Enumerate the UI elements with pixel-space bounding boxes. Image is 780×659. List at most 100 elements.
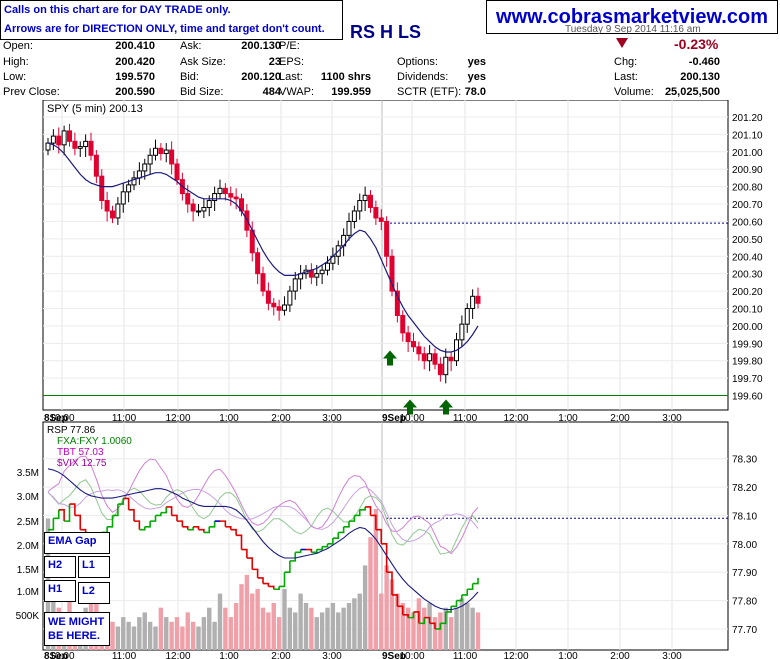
candle-body (265, 290, 271, 304)
volume-bar (443, 607, 448, 650)
rsp-step (252, 568, 259, 578)
volume-bar (233, 603, 239, 650)
rsp-step (58, 508, 65, 522)
quote-value: 484 (262, 86, 281, 98)
volume-bar (185, 612, 190, 650)
y-tick-label: 77.80 (732, 597, 757, 608)
candle-body (400, 314, 406, 334)
rsp-step (461, 589, 469, 596)
volume-bar (201, 617, 207, 650)
y-tick-label: 200.90 (732, 165, 763, 176)
candle-body (292, 278, 298, 292)
volume-bar (373, 509, 379, 650)
volume-bar (282, 588, 287, 650)
rsp-step (381, 543, 388, 573)
quote-value: -0.460 (688, 56, 720, 68)
quote-label: VWAP: (279, 86, 315, 98)
rsp-step (246, 557, 254, 570)
rsp-step (311, 549, 318, 554)
volume-bar (212, 621, 217, 650)
y-tick-label: 200.40 (732, 252, 763, 263)
candle-body (185, 193, 191, 205)
price-candles (43, 123, 728, 415)
quote-value: yes (467, 56, 486, 68)
volume-bar (250, 593, 255, 650)
rsp-indicator (45, 455, 728, 650)
candle-body (282, 304, 287, 311)
volume-bar (422, 607, 427, 650)
candle-body (319, 269, 325, 275)
rsp-step (117, 498, 125, 505)
volume-tick-label: 1.5M (17, 565, 39, 576)
volume-bar (384, 565, 389, 650)
moving-average-line (47, 142, 479, 353)
volume-bar (405, 607, 411, 650)
down-triangle-icon (616, 38, 628, 48)
x-tick-label: 10:00 (49, 413, 74, 424)
candle-body (432, 353, 438, 365)
rsp-step (397, 605, 404, 615)
candle-body (271, 302, 277, 308)
volume-bar (454, 607, 459, 650)
candle-body (77, 146, 83, 149)
candle-body (88, 140, 94, 156)
volume-bar (147, 621, 153, 650)
candle-body (260, 273, 266, 292)
rsp-step (316, 546, 323, 551)
candle-body (99, 175, 105, 202)
volume-bar (131, 626, 137, 650)
y-tick-label: 77.90 (732, 568, 757, 579)
website-banner[interactable]: www.cobrasmarketview.com (486, 0, 778, 34)
x-tick-label: 3:00 (662, 413, 682, 424)
volume-bar (379, 593, 384, 650)
volume-tick-label: 3.5M (17, 468, 39, 479)
candle-body (362, 194, 368, 202)
l2-box: L2 (78, 582, 110, 604)
candle-body (190, 203, 196, 212)
volume-bar (346, 603, 352, 650)
y-tick-label: 200.50 (732, 235, 763, 246)
candle-body (61, 130, 67, 146)
volume-bar (287, 607, 293, 650)
candle-body (233, 196, 239, 200)
candle-body (196, 210, 201, 213)
volume-bar (217, 593, 223, 650)
x-tick-label: 11:00 (112, 651, 137, 659)
rsp-step (187, 526, 194, 531)
volume-bar (223, 607, 228, 650)
candle-body (357, 200, 363, 212)
rsp-step (349, 515, 356, 522)
volume-bar (164, 617, 169, 650)
rsp-step (107, 515, 114, 528)
volume-bar (303, 603, 309, 650)
candle-body (394, 290, 400, 316)
quote-label: Last: (279, 71, 303, 83)
volume-bar (239, 584, 244, 650)
price-panel-frame (42, 100, 729, 411)
volume-bar (319, 612, 325, 650)
volume-bar (158, 607, 164, 650)
x-tick-label: 11:00 (453, 413, 478, 424)
quote-value: 23 (268, 56, 281, 68)
candle-body (83, 140, 89, 148)
volume-bar (325, 607, 330, 650)
x-tick-label: 2:00 (271, 413, 291, 424)
x-tick-label: 3:00 (662, 651, 682, 659)
volume-bar (416, 598, 422, 650)
rsp-step (386, 571, 393, 595)
rsp-step (370, 514, 377, 530)
volume-bar (470, 607, 475, 650)
quote-label: Last: (614, 71, 638, 83)
volume-bar (427, 603, 432, 650)
be-here-line: BE HERE. (48, 630, 100, 642)
volume-bar (180, 626, 185, 650)
volume-bar (465, 603, 470, 650)
volume-bar (336, 612, 341, 650)
candle-body (448, 356, 454, 362)
x-tick-label: 1:00 (558, 413, 578, 424)
volume-bar (448, 617, 454, 650)
rsp-step (230, 528, 237, 536)
rsp-step (429, 622, 436, 629)
volume-bar (190, 621, 196, 650)
y-tick-label: 77.70 (732, 625, 757, 636)
